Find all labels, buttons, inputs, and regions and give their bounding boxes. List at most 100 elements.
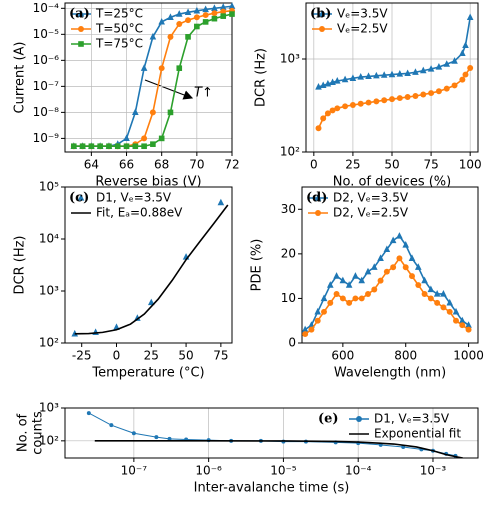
marker bbox=[326, 281, 334, 288]
y-tick-label: 30 bbox=[281, 202, 296, 216]
marker bbox=[194, 23, 200, 30]
marker bbox=[217, 198, 225, 206]
series-line bbox=[94, 440, 463, 458]
y-tick-label: 10⁻⁶ bbox=[33, 53, 60, 67]
marker bbox=[415, 282, 422, 289]
marker bbox=[419, 66, 427, 74]
marker bbox=[185, 17, 192, 24]
marker bbox=[420, 91, 427, 98]
marker bbox=[88, 143, 95, 150]
x-tick-label: 10⁻⁷ bbox=[121, 464, 148, 478]
y-tick-label: 0 bbox=[288, 336, 296, 350]
y-tick-label: 10³ bbox=[39, 284, 59, 298]
marker bbox=[412, 68, 419, 75]
marker bbox=[141, 143, 147, 150]
marker bbox=[219, 3, 227, 10]
marker bbox=[383, 245, 391, 253]
legend-marker bbox=[78, 26, 84, 32]
y-tick-label: 10⁻⁴ bbox=[33, 1, 60, 15]
marker bbox=[453, 317, 459, 324]
marker bbox=[383, 268, 390, 275]
marker bbox=[459, 76, 466, 83]
plot-frame bbox=[301, 186, 479, 344]
legend-label: Vₑ=3.5V bbox=[337, 7, 388, 21]
marker bbox=[132, 108, 139, 116]
marker bbox=[193, 14, 200, 21]
marker bbox=[202, 19, 209, 25]
marker bbox=[409, 273, 415, 280]
marker bbox=[70, 143, 77, 150]
y-axis-label: DCR (Hz) bbox=[254, 48, 269, 107]
marker bbox=[390, 264, 397, 271]
marker bbox=[427, 65, 435, 72]
marker bbox=[396, 255, 403, 262]
y-tick-label: 10² bbox=[39, 433, 59, 447]
marker bbox=[211, 15, 218, 22]
marker bbox=[371, 286, 378, 293]
x-tick-label: 70 bbox=[189, 158, 204, 172]
marker bbox=[427, 285, 435, 293]
x-tick-label: 0 bbox=[113, 349, 121, 363]
legend-marker bbox=[319, 26, 325, 32]
marker bbox=[435, 63, 443, 70]
marker bbox=[302, 331, 309, 338]
panel-label: (c) bbox=[69, 191, 89, 206]
x-tick-label: 68 bbox=[154, 158, 169, 172]
x-tick-label: 10⁻⁴ bbox=[345, 464, 372, 478]
marker bbox=[184, 8, 192, 15]
legend-label: Exponential fit bbox=[374, 427, 461, 441]
marker bbox=[365, 99, 372, 106]
marker bbox=[346, 299, 353, 306]
y-axis-label: PDE (%) bbox=[250, 239, 265, 292]
marker bbox=[185, 34, 191, 40]
marker bbox=[131, 431, 136, 436]
x-tick-label: 75 bbox=[423, 158, 438, 172]
marker bbox=[301, 325, 309, 333]
marker bbox=[339, 295, 346, 302]
marker bbox=[150, 141, 156, 147]
marker bbox=[459, 49, 466, 56]
y-tick-label: 10⁻⁷ bbox=[33, 79, 60, 93]
marker bbox=[342, 103, 349, 110]
legend-marker bbox=[78, 41, 84, 47]
marker bbox=[320, 294, 328, 302]
marker bbox=[446, 298, 454, 306]
plot-frame bbox=[64, 186, 233, 344]
x-tick-label: 72 bbox=[224, 158, 239, 172]
legend-label: Vₑ=2.5V bbox=[337, 22, 388, 36]
marker bbox=[458, 316, 466, 324]
marker bbox=[314, 317, 321, 324]
marker bbox=[167, 436, 172, 441]
marker bbox=[132, 143, 139, 150]
marker bbox=[443, 60, 451, 67]
marker bbox=[408, 254, 416, 261]
marker bbox=[341, 75, 349, 83]
marker bbox=[314, 307, 322, 315]
marker bbox=[211, 4, 218, 11]
marker bbox=[421, 276, 428, 284]
plot-frame bbox=[64, 2, 233, 153]
y-tick-label: 10⁴ bbox=[39, 232, 59, 246]
marker bbox=[308, 326, 315, 333]
marker bbox=[389, 236, 397, 244]
y-tick-label: 10² bbox=[280, 145, 300, 159]
marker bbox=[357, 73, 365, 80]
legend-label: T=25°C bbox=[95, 7, 143, 21]
marker bbox=[109, 423, 114, 428]
marker bbox=[320, 115, 327, 122]
marker bbox=[167, 13, 174, 20]
x-axis-label: Wavelength (nm) bbox=[334, 366, 446, 381]
x-tick-label: 800 bbox=[394, 349, 417, 363]
y-tick-label: 10⁻⁹ bbox=[33, 131, 60, 145]
marker bbox=[462, 41, 469, 49]
marker bbox=[211, 10, 218, 17]
y-tick-label: 10⁻⁵ bbox=[33, 27, 60, 41]
y-tick-label: 20 bbox=[281, 246, 296, 260]
marker bbox=[315, 125, 322, 132]
marker bbox=[465, 326, 472, 333]
x-tick-label: 100 bbox=[459, 158, 482, 172]
marker bbox=[446, 308, 453, 315]
x-tick-label: 10⁻³ bbox=[420, 464, 447, 478]
marker bbox=[229, 11, 235, 17]
